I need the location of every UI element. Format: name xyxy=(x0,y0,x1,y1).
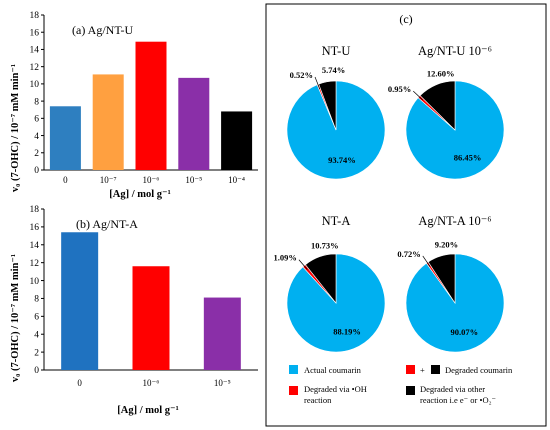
panel-a-ytick-label: 12 xyxy=(30,63,40,73)
panel-a-ytick-label: 2 xyxy=(34,149,39,159)
pie-1: Ag/NT-U 10⁻⁶ 86.45% 0.95% 12.60% xyxy=(388,44,505,180)
panel-a-xlabel: [Ag] / mol g⁻¹ xyxy=(109,189,170,200)
pie-3: Ag/NT-A 10⁻⁶ 90.07% 0.72% 9.20% xyxy=(397,214,505,353)
panel-b-ytick-label: 12 xyxy=(30,259,40,269)
pie-label-actual: 90.07% xyxy=(451,327,479,337)
pie-label-actual: 86.45% xyxy=(454,153,482,163)
pie-slice-other xyxy=(419,80,456,131)
panel-a-ytick-label: 6 xyxy=(34,115,39,125)
pie-title: Ag/NT-A 10⁻⁶ xyxy=(418,214,491,228)
pie-legend: Actual coumarin + Degraded coumarin Degr… xyxy=(289,365,513,405)
pie-leader-oh xyxy=(314,76,321,90)
legend-swatch-oh xyxy=(289,386,298,395)
panel-b-bar xyxy=(132,266,170,370)
panel-a-ytick-label: 10 xyxy=(30,80,40,90)
panel-a-ytick-label: 8 xyxy=(34,97,39,107)
pie-title: NT-U xyxy=(322,44,351,58)
legend-actual-label: Actual coumarin xyxy=(304,365,362,375)
panel-b-ytick-label: 10 xyxy=(30,277,40,287)
panel-a-xtick-label: 10⁻⁴ xyxy=(228,175,245,185)
pie-slice-other xyxy=(427,253,456,305)
panel-a-ytick-label: 14 xyxy=(30,46,40,56)
pie-2: NT-A 88.19% 1.09% 10.73% xyxy=(274,214,386,353)
panel-a-xtick-label: 10⁻⁷ xyxy=(100,175,117,185)
panel-a-title: (a) Ag/NT-U xyxy=(72,23,134,37)
panel-c-label: (c) xyxy=(399,12,412,26)
bar-chart-a: (a) Ag/NT-U v₀ (7-OHC) / 10⁻⁷ mM min⁻¹ [… xyxy=(10,11,258,200)
panel-a-ytick-label: 0 xyxy=(34,166,39,176)
pie-title: Ag/NT-U 10⁻⁶ xyxy=(418,44,492,58)
pie-label-oh: 0.95% xyxy=(388,84,411,94)
panel-a-bar xyxy=(135,41,167,170)
legend-swatch-actual xyxy=(289,365,298,374)
panel-b-title: (b) Ag/NT-A xyxy=(76,217,138,231)
panel-b-ytick-label: 18 xyxy=(30,205,40,215)
panel-b-bar xyxy=(203,297,241,370)
pie-label-oh: 1.09% xyxy=(274,253,297,263)
panel-a-ylabel: v₀ (7-OHC) / 10⁻⁷ mM min⁻¹ xyxy=(10,64,21,192)
legend-swatch-oh-small xyxy=(406,365,415,374)
pie-slice-other xyxy=(304,253,337,304)
panel-b-ytick-label: 8 xyxy=(34,295,39,305)
panel-a-ytick-label: 18 xyxy=(30,11,40,21)
panel-b-ytick-label: 0 xyxy=(34,366,39,376)
pie-0: NT-U 93.74% 0.52% 5.74% xyxy=(286,44,386,180)
pie-label-other: 10.73% xyxy=(311,240,339,250)
panel-c-frame xyxy=(265,3,547,427)
legend-degraded-label: Degraded coumarin xyxy=(445,365,513,375)
panel-b-ytick-label: 14 xyxy=(30,241,40,251)
pie-label-other: 12.60% xyxy=(427,68,455,78)
panel-b-bar xyxy=(61,232,99,370)
pie-leader-oh xyxy=(413,90,423,101)
legend-other-line2: reaction i.e e⁻ or •O₂⁻ xyxy=(420,395,496,405)
pie-label-actual: 88.19% xyxy=(333,326,361,336)
panel-a-bar xyxy=(92,74,124,170)
pie-slice-actual xyxy=(405,80,505,180)
panel-b-xtick-label: 0 xyxy=(77,378,82,388)
panel-a-bar xyxy=(221,111,253,170)
panel-a-xtick-label: 10⁻⁶ xyxy=(143,175,160,185)
pie-label-other: 9.20% xyxy=(435,239,458,249)
pie-label-other: 5.74% xyxy=(322,65,345,75)
legend-other-line1: Degraded via other xyxy=(420,384,485,394)
panel-a-ytick-label: 16 xyxy=(30,28,40,38)
pie-label-oh: 0.72% xyxy=(397,249,420,259)
legend-swatch-other xyxy=(406,386,415,395)
legend-oh-line1: Degraded via •OH xyxy=(304,384,367,394)
pie-label-oh: 0.52% xyxy=(290,70,313,80)
panel-b-xtick-label: 10⁻⁶ xyxy=(143,378,160,388)
pie-leader-oh xyxy=(298,259,308,270)
panel-b-ytick-label: 2 xyxy=(34,348,39,358)
panel-a-xtick-label: 0 xyxy=(63,175,68,185)
pie-slice-other xyxy=(318,80,337,131)
legend-swatch-other-small xyxy=(431,365,440,374)
pie-label-actual: 93.74% xyxy=(328,155,356,165)
pie-panel-c: (c) NT-U 93.74% 0.52% 5.74% Ag/NT-U 10⁻⁶ 86.4… xyxy=(265,3,547,427)
panel-b-ytick-label: 4 xyxy=(34,330,39,340)
pie-title: NT-A xyxy=(322,214,351,228)
panel-b-xlabel: [Ag] / mol g⁻¹ xyxy=(117,405,178,416)
pie-slice-actual xyxy=(286,253,386,353)
legend-oh-line2: reaction xyxy=(304,395,332,405)
pie-leader-oh xyxy=(422,255,431,267)
panel-b-ytick-label: 6 xyxy=(34,313,39,323)
panel-b-xtick-label: 10⁻⁵ xyxy=(214,378,231,388)
panel-b-ytick-label: 16 xyxy=(30,223,40,233)
panel-b-ylabel: v₀ (7-OHC) / 10⁻⁷ mM min⁻¹ xyxy=(10,254,21,382)
panel-a-bar xyxy=(178,77,210,170)
panel-a-bar xyxy=(49,106,81,170)
panel-a-ytick-label: 4 xyxy=(34,132,39,142)
bar-chart-b: (b) Ag/NT-A v₀ (7-OHC) / 10⁻⁷ mM min⁻¹ [… xyxy=(10,205,258,416)
legend-plus: + xyxy=(420,365,425,375)
panel-a-xtick-label: 10⁻⁵ xyxy=(185,175,202,185)
